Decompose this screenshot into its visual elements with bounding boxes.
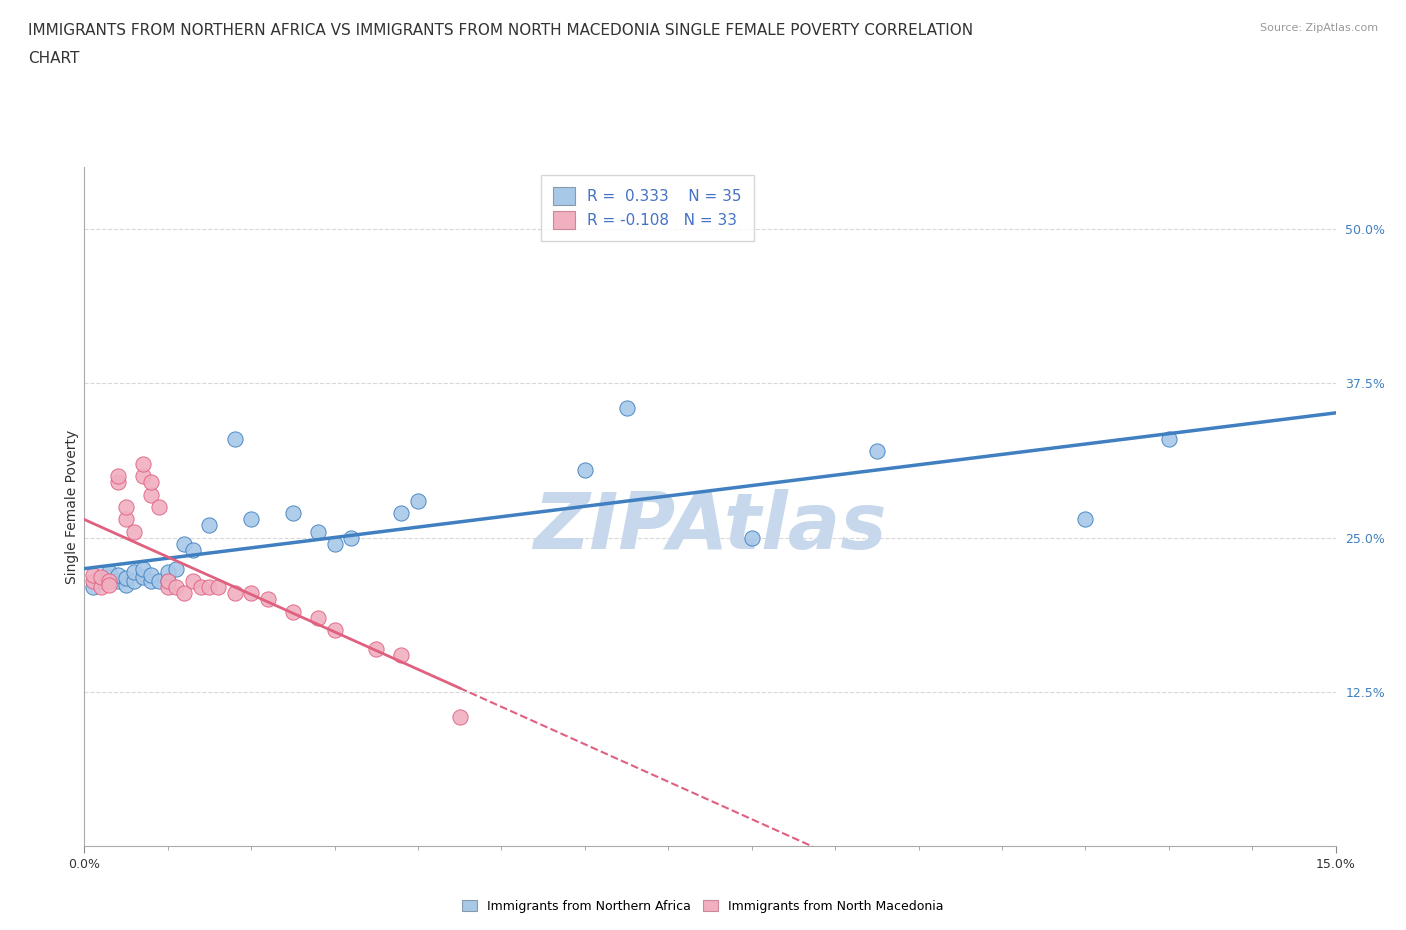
Point	[389, 506, 412, 521]
Point	[173, 586, 195, 601]
Point	[132, 570, 155, 585]
Point	[224, 432, 246, 446]
Point	[198, 579, 221, 594]
Point	[281, 604, 304, 619]
Point	[107, 567, 129, 582]
Point	[1074, 512, 1097, 526]
Point	[115, 578, 138, 592]
Point	[616, 401, 638, 416]
Point	[107, 469, 129, 484]
Point	[198, 518, 221, 533]
Point	[148, 574, 170, 589]
Point	[139, 474, 162, 489]
Point	[82, 567, 104, 582]
Point	[574, 462, 596, 477]
Point	[156, 565, 179, 579]
Point	[156, 579, 179, 594]
Point	[115, 571, 138, 586]
Text: Source: ZipAtlas.com: Source: ZipAtlas.com	[1260, 23, 1378, 33]
Legend: Immigrants from Northern Africa, Immigrants from North Macedonia: Immigrants from Northern Africa, Immigra…	[456, 894, 950, 919]
Point	[90, 570, 112, 585]
Point	[98, 574, 121, 589]
Point	[323, 537, 346, 551]
Point	[139, 487, 162, 502]
Point	[173, 537, 195, 551]
Text: CHART: CHART	[28, 51, 80, 66]
Point	[340, 530, 363, 545]
Point	[449, 710, 471, 724]
Point	[1157, 432, 1180, 446]
Point	[307, 610, 329, 625]
Point	[156, 574, 179, 589]
Point	[181, 542, 204, 557]
Point	[866, 444, 889, 458]
Point	[148, 499, 170, 514]
Point	[181, 574, 204, 589]
Point	[307, 525, 329, 539]
Point	[406, 493, 429, 508]
Point	[323, 623, 346, 638]
Point	[115, 512, 138, 526]
Point	[124, 565, 146, 579]
Point	[139, 574, 162, 589]
Point	[190, 579, 212, 594]
Point	[366, 642, 388, 657]
Point	[132, 469, 155, 484]
Point	[281, 506, 304, 521]
Point	[165, 579, 187, 594]
Point	[156, 574, 179, 589]
Point	[98, 570, 121, 585]
Point	[741, 530, 763, 545]
Text: IMMIGRANTS FROM NORTHERN AFRICA VS IMMIGRANTS FROM NORTH MACEDONIA SINGLE FEMALE: IMMIGRANTS FROM NORTHERN AFRICA VS IMMIG…	[28, 23, 973, 38]
Point	[115, 499, 138, 514]
Point	[107, 574, 129, 589]
Point	[90, 574, 112, 589]
Point	[98, 578, 121, 592]
Point	[82, 574, 104, 589]
Point	[139, 567, 162, 582]
Point	[124, 574, 146, 589]
Point	[98, 565, 121, 579]
Point	[107, 474, 129, 489]
Point	[90, 579, 112, 594]
Text: ZIPAtlas: ZIPAtlas	[533, 489, 887, 565]
Legend: R =  0.333    N = 35, R = -0.108   N = 33: R = 0.333 N = 35, R = -0.108 N = 33	[541, 175, 754, 241]
Point	[257, 592, 280, 607]
Point	[207, 579, 229, 594]
Point	[240, 512, 263, 526]
Point	[82, 579, 104, 594]
Point	[224, 586, 246, 601]
Point	[240, 586, 263, 601]
Point	[389, 647, 412, 662]
Point	[124, 525, 146, 539]
Point	[132, 561, 155, 576]
Y-axis label: Single Female Poverty: Single Female Poverty	[65, 430, 79, 584]
Point	[165, 561, 187, 576]
Point	[132, 457, 155, 472]
